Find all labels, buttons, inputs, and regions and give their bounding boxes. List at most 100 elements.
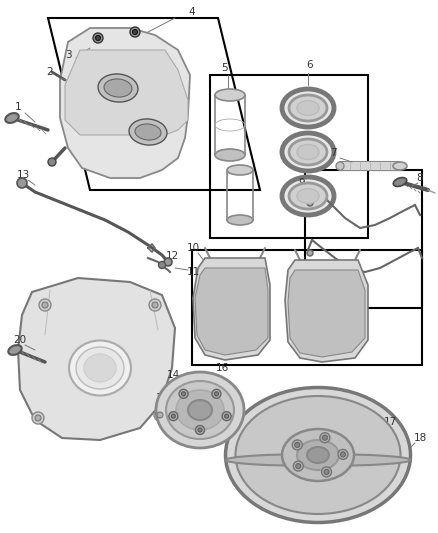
Text: 3: 3 xyxy=(65,50,71,60)
Ellipse shape xyxy=(5,113,19,123)
Polygon shape xyxy=(195,268,268,355)
Text: 20: 20 xyxy=(14,335,27,345)
Circle shape xyxy=(171,414,175,418)
Text: 19: 19 xyxy=(155,393,169,403)
Ellipse shape xyxy=(135,124,161,140)
Ellipse shape xyxy=(289,95,327,121)
Ellipse shape xyxy=(129,119,167,145)
Circle shape xyxy=(340,452,346,457)
Circle shape xyxy=(338,449,348,459)
Text: 13: 13 xyxy=(16,170,30,180)
Circle shape xyxy=(322,435,327,440)
Text: 8: 8 xyxy=(417,173,423,183)
Ellipse shape xyxy=(289,183,327,209)
Ellipse shape xyxy=(297,440,339,470)
Text: 5: 5 xyxy=(222,63,228,73)
Ellipse shape xyxy=(393,162,407,170)
Ellipse shape xyxy=(307,447,329,463)
Ellipse shape xyxy=(104,79,132,97)
Circle shape xyxy=(212,389,221,398)
Text: 11: 11 xyxy=(187,267,200,277)
Ellipse shape xyxy=(8,345,22,355)
Circle shape xyxy=(295,442,300,447)
Circle shape xyxy=(292,440,302,450)
Circle shape xyxy=(152,302,158,308)
Polygon shape xyxy=(193,258,270,360)
Ellipse shape xyxy=(282,89,334,127)
Ellipse shape xyxy=(236,396,400,514)
Circle shape xyxy=(307,200,313,206)
Circle shape xyxy=(32,412,44,424)
Ellipse shape xyxy=(393,177,407,187)
Circle shape xyxy=(324,470,329,474)
Ellipse shape xyxy=(156,372,244,448)
Circle shape xyxy=(159,262,166,269)
Ellipse shape xyxy=(215,89,245,101)
Circle shape xyxy=(222,411,231,421)
Text: 4: 4 xyxy=(189,7,195,17)
Circle shape xyxy=(307,250,313,256)
Ellipse shape xyxy=(297,189,319,204)
Text: 14: 14 xyxy=(166,370,180,380)
Ellipse shape xyxy=(336,162,344,170)
Text: 6: 6 xyxy=(307,60,313,70)
Circle shape xyxy=(42,302,48,308)
Circle shape xyxy=(149,299,161,311)
Circle shape xyxy=(181,392,186,396)
Ellipse shape xyxy=(297,144,319,159)
Circle shape xyxy=(133,29,138,35)
Polygon shape xyxy=(285,260,368,362)
Circle shape xyxy=(48,158,56,166)
Ellipse shape xyxy=(84,354,116,382)
Ellipse shape xyxy=(226,454,410,466)
Text: 18: 18 xyxy=(413,433,427,443)
Circle shape xyxy=(35,415,41,421)
Circle shape xyxy=(93,33,103,43)
Ellipse shape xyxy=(282,177,334,215)
Ellipse shape xyxy=(188,400,212,420)
Circle shape xyxy=(17,178,27,188)
Ellipse shape xyxy=(297,101,319,116)
Ellipse shape xyxy=(289,139,327,165)
Ellipse shape xyxy=(282,429,354,481)
Ellipse shape xyxy=(69,341,131,395)
Circle shape xyxy=(169,411,178,421)
Polygon shape xyxy=(18,278,175,440)
Circle shape xyxy=(195,425,205,434)
Ellipse shape xyxy=(282,133,334,171)
Text: 17: 17 xyxy=(383,417,397,427)
Ellipse shape xyxy=(98,74,138,102)
Text: 12: 12 xyxy=(166,251,179,261)
Circle shape xyxy=(225,414,229,418)
Text: 7: 7 xyxy=(330,148,336,158)
Circle shape xyxy=(320,433,330,443)
Polygon shape xyxy=(60,28,190,178)
Bar xyxy=(340,162,400,170)
Circle shape xyxy=(296,464,301,469)
Ellipse shape xyxy=(227,165,253,175)
Ellipse shape xyxy=(215,149,245,161)
Circle shape xyxy=(321,467,332,477)
Ellipse shape xyxy=(166,381,234,439)
Circle shape xyxy=(157,412,163,418)
Circle shape xyxy=(293,461,303,471)
Circle shape xyxy=(39,299,51,311)
Ellipse shape xyxy=(227,215,253,225)
Ellipse shape xyxy=(176,390,224,430)
Ellipse shape xyxy=(76,347,124,389)
Text: 1: 1 xyxy=(15,102,21,112)
Circle shape xyxy=(215,392,219,396)
Text: 9: 9 xyxy=(299,178,305,188)
Text: 16: 16 xyxy=(215,363,229,373)
Polygon shape xyxy=(65,50,188,135)
Text: 10: 10 xyxy=(187,243,200,253)
Circle shape xyxy=(198,428,202,432)
Text: 2: 2 xyxy=(47,67,53,77)
Circle shape xyxy=(179,389,188,398)
Circle shape xyxy=(95,36,100,41)
Polygon shape xyxy=(288,270,365,357)
Circle shape xyxy=(154,409,166,421)
Ellipse shape xyxy=(226,387,410,522)
Circle shape xyxy=(164,258,172,266)
Circle shape xyxy=(130,27,140,37)
